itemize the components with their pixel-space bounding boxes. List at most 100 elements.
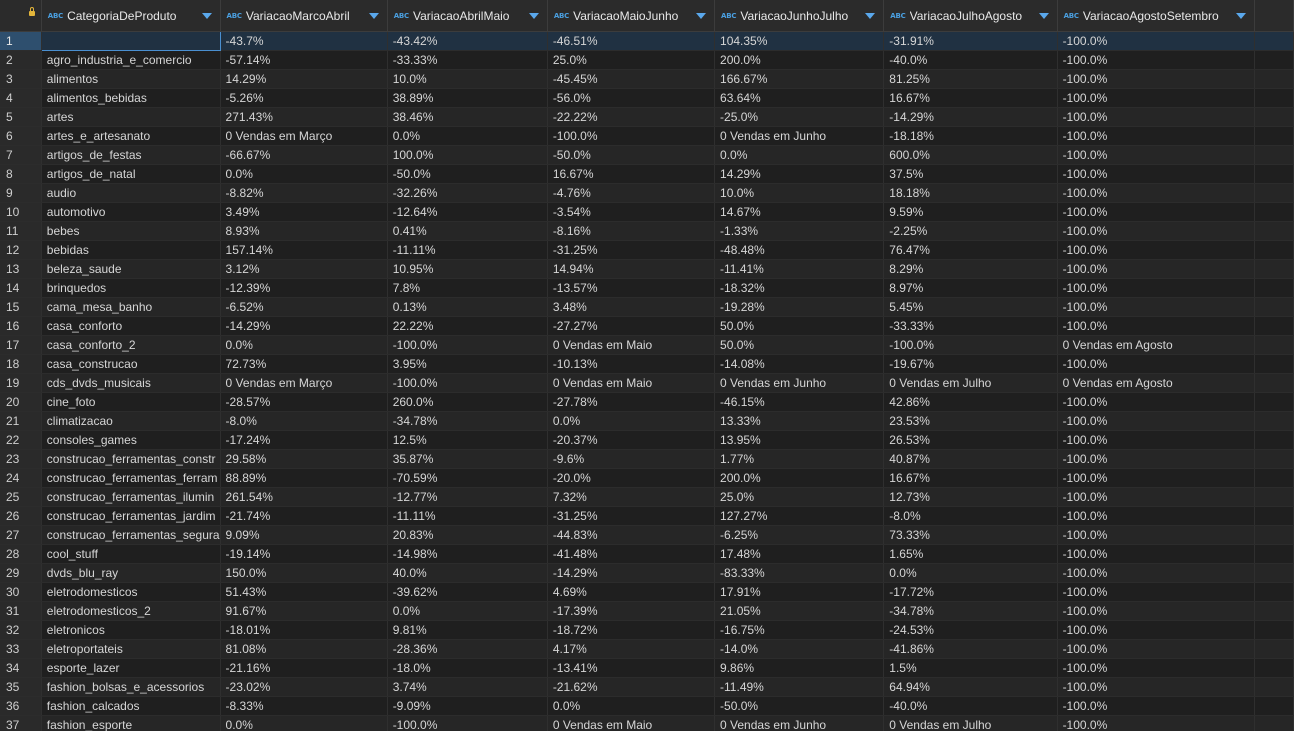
table-cell[interactable]: 40.87%: [883, 449, 1058, 469]
table-cell[interactable]: -11.11%: [387, 240, 548, 260]
table-cell[interactable]: -32.26%: [387, 183, 548, 203]
table-cell[interactable]: eletroportateis: [41, 639, 221, 659]
table-cell[interactable]: 200.0%: [714, 50, 885, 70]
table-cell[interactable]: 10.0%: [387, 69, 548, 89]
row-number[interactable]: 34: [0, 658, 42, 678]
table-cell[interactable]: 17.91%: [714, 582, 885, 602]
table-cell[interactable]: alimentos_bebidas: [41, 88, 221, 108]
table-row[interactable]: 30 eletrodomesticos 51.43% -39.62% 4.69% 17.9…: [0, 582, 1294, 602]
row-number[interactable]: 4: [0, 88, 42, 108]
row-number[interactable]: 37: [0, 715, 42, 731]
table-cell[interactable]: 17.48%: [714, 544, 885, 564]
table-cell[interactable]: 0 Vendas em Junho: [714, 715, 885, 731]
table-cell[interactable]: fashion_bolsas_e_acessorios: [41, 677, 221, 697]
table-cell[interactable]: eletrodomesticos_2: [41, 601, 221, 621]
table-cell[interactable]: -100.0%: [1057, 677, 1255, 697]
table-cell[interactable]: 0.0%: [387, 601, 548, 621]
table-cell[interactable]: -8.33%: [220, 696, 388, 716]
table-cell[interactable]: -8.0%: [220, 411, 388, 431]
table-cell[interactable]: 4.69%: [547, 582, 716, 602]
table-cell[interactable]: 157.14%: [220, 240, 388, 260]
table-cell[interactable]: -18.32%: [714, 278, 885, 298]
table-cell[interactable]: -12.77%: [387, 487, 548, 507]
table-cell[interactable]: -100.0%: [1057, 69, 1255, 89]
table-cell[interactable]: 166.67%: [714, 69, 885, 89]
table-row[interactable]: 9 audio -8.82% -32.26% -4.76% 10.0% 18.18% -100…: [0, 183, 1294, 203]
table-cell[interactable]: casa_conforto: [41, 316, 221, 336]
table-cell[interactable]: 100.0%: [387, 145, 548, 165]
table-cell[interactable]: -12.39%: [220, 278, 388, 298]
table-cell[interactable]: -20.0%: [547, 468, 716, 488]
table-cell[interactable]: 1.77%: [714, 449, 885, 469]
table-cell[interactable]: 40.0%: [387, 563, 548, 583]
row-number[interactable]: 31: [0, 601, 42, 621]
row-number[interactable]: 22: [0, 430, 42, 450]
row-number[interactable]: 29: [0, 563, 42, 583]
table-cell[interactable]: 0 Vendas em Março: [220, 126, 388, 146]
table-cell[interactable]: -100.0%: [1057, 278, 1255, 298]
table-cell[interactable]: -39.62%: [387, 582, 548, 602]
table-cell[interactable]: -41.48%: [547, 544, 716, 564]
table-cell[interactable]: 20.83%: [387, 525, 548, 545]
table-row[interactable]: 22 consoles_games -17.24% 12.5% -20.37% 13.95…: [0, 430, 1294, 450]
table-cell[interactable]: casa_construcao: [41, 354, 221, 374]
table-row[interactable]: 10 automotivo 3.49% -12.64% -3.54% 14.67% 9.59…: [0, 202, 1294, 222]
table-row[interactable]: 20 cine_foto -28.57% 260.0% -27.78% -46.15% 42…: [0, 392, 1294, 412]
row-number[interactable]: 2: [0, 50, 42, 70]
table-cell[interactable]: -1.33%: [714, 221, 885, 241]
table-cell[interactable]: 63.64%: [714, 88, 885, 108]
row-number[interactable]: 27: [0, 525, 42, 545]
table-cell[interactable]: -100.0%: [1057, 601, 1255, 621]
table-cell[interactable]: -14.98%: [387, 544, 548, 564]
table-cell[interactable]: 26.53%: [883, 430, 1058, 450]
table-cell[interactable]: -19.14%: [220, 544, 388, 564]
table-cell[interactable]: 7.32%: [547, 487, 716, 507]
table-cell[interactable]: -4.76%: [547, 183, 716, 203]
chevron-down-icon[interactable]: [201, 12, 212, 19]
row-number[interactable]: 25: [0, 487, 42, 507]
table-cell[interactable]: -100.0%: [1057, 126, 1255, 146]
table-row[interactable]: 6 artes_e_artesanato 0 Vendas em Março 0.0%…: [0, 126, 1294, 146]
table-cell[interactable]: -50.0%: [547, 145, 716, 165]
table-cell[interactable]: -100.0%: [1057, 696, 1255, 716]
table-cell[interactable]: construcao_ferramentas_jardim: [41, 506, 221, 526]
table-cell[interactable]: 127.27%: [714, 506, 885, 526]
table-cell[interactable]: -45.45%: [547, 69, 716, 89]
table-cell[interactable]: -100.0%: [1057, 183, 1255, 203]
table-cell[interactable]: 50.0%: [714, 335, 885, 355]
column-header-VariacaoAgostoSetembro[interactable]: ABC VariacaoAgostoSetembro: [1057, 0, 1255, 32]
table-cell[interactable]: 0 Vendas em Agosto: [1057, 335, 1255, 355]
table-cell[interactable]: 51.43%: [220, 582, 388, 602]
table-cell[interactable]: 42.86%: [883, 392, 1058, 412]
column-header-VariacaoAbrilMaio[interactable]: ABC VariacaoAbrilMaio: [387, 0, 548, 32]
table-cell[interactable]: 260.0%: [387, 392, 548, 412]
table-row[interactable]: 18 casa_construcao 72.73% 3.95% -10.13% -14.0…: [0, 354, 1294, 374]
table-cell[interactable]: -100.0%: [1057, 31, 1255, 51]
table-cell[interactable]: 150.0%: [220, 563, 388, 583]
table-cell[interactable]: 0.0%: [883, 563, 1058, 583]
table-row[interactable]: 3 alimentos 14.29% 10.0% -45.45% 166.67% 81.25…: [0, 69, 1294, 89]
table-cell[interactable]: -48.48%: [714, 240, 885, 260]
table-cell[interactable]: cine_foto: [41, 392, 221, 412]
table-row[interactable]: 8 artigos_de_natal 0.0% -50.0% 16.67% 14.29% 3…: [0, 164, 1294, 184]
table-row[interactable]: 16 casa_conforto -14.29% 22.22% -27.27% 50.0%…: [0, 316, 1294, 336]
row-number[interactable]: 3: [0, 69, 42, 89]
table-cell[interactable]: brinquedos: [41, 278, 221, 298]
table-cell[interactable]: -100.0%: [1057, 316, 1255, 336]
table-cell[interactable]: 37.5%: [883, 164, 1058, 184]
table-cell[interactable]: -11.41%: [714, 259, 885, 279]
table-row[interactable]: 25 construcao_ferramentas_ilumin 261.54% -1…: [0, 487, 1294, 507]
table-cell[interactable]: -14.29%: [547, 563, 716, 583]
table-cell[interactable]: 0 Vendas em Julho: [883, 715, 1058, 731]
table-cell[interactable]: artigos_de_festas: [41, 145, 221, 165]
table-cell[interactable]: 0.0%: [547, 696, 716, 716]
table-cell[interactable]: 3.49%: [220, 202, 388, 222]
table-cell[interactable]: -100.0%: [1057, 449, 1255, 469]
column-header-VariacaoMarcoAbril[interactable]: ABC VariacaoMarcoAbril: [220, 0, 388, 32]
table-cell[interactable]: cool_stuff: [41, 544, 221, 564]
row-number[interactable]: 10: [0, 202, 42, 222]
chevron-down-icon[interactable]: [368, 12, 379, 19]
table-cell[interactable]: 14.67%: [714, 202, 885, 222]
table-row[interactable]: 5 artes 271.43% 38.46% -22.22% -25.0% -14.29% -…: [0, 107, 1294, 127]
